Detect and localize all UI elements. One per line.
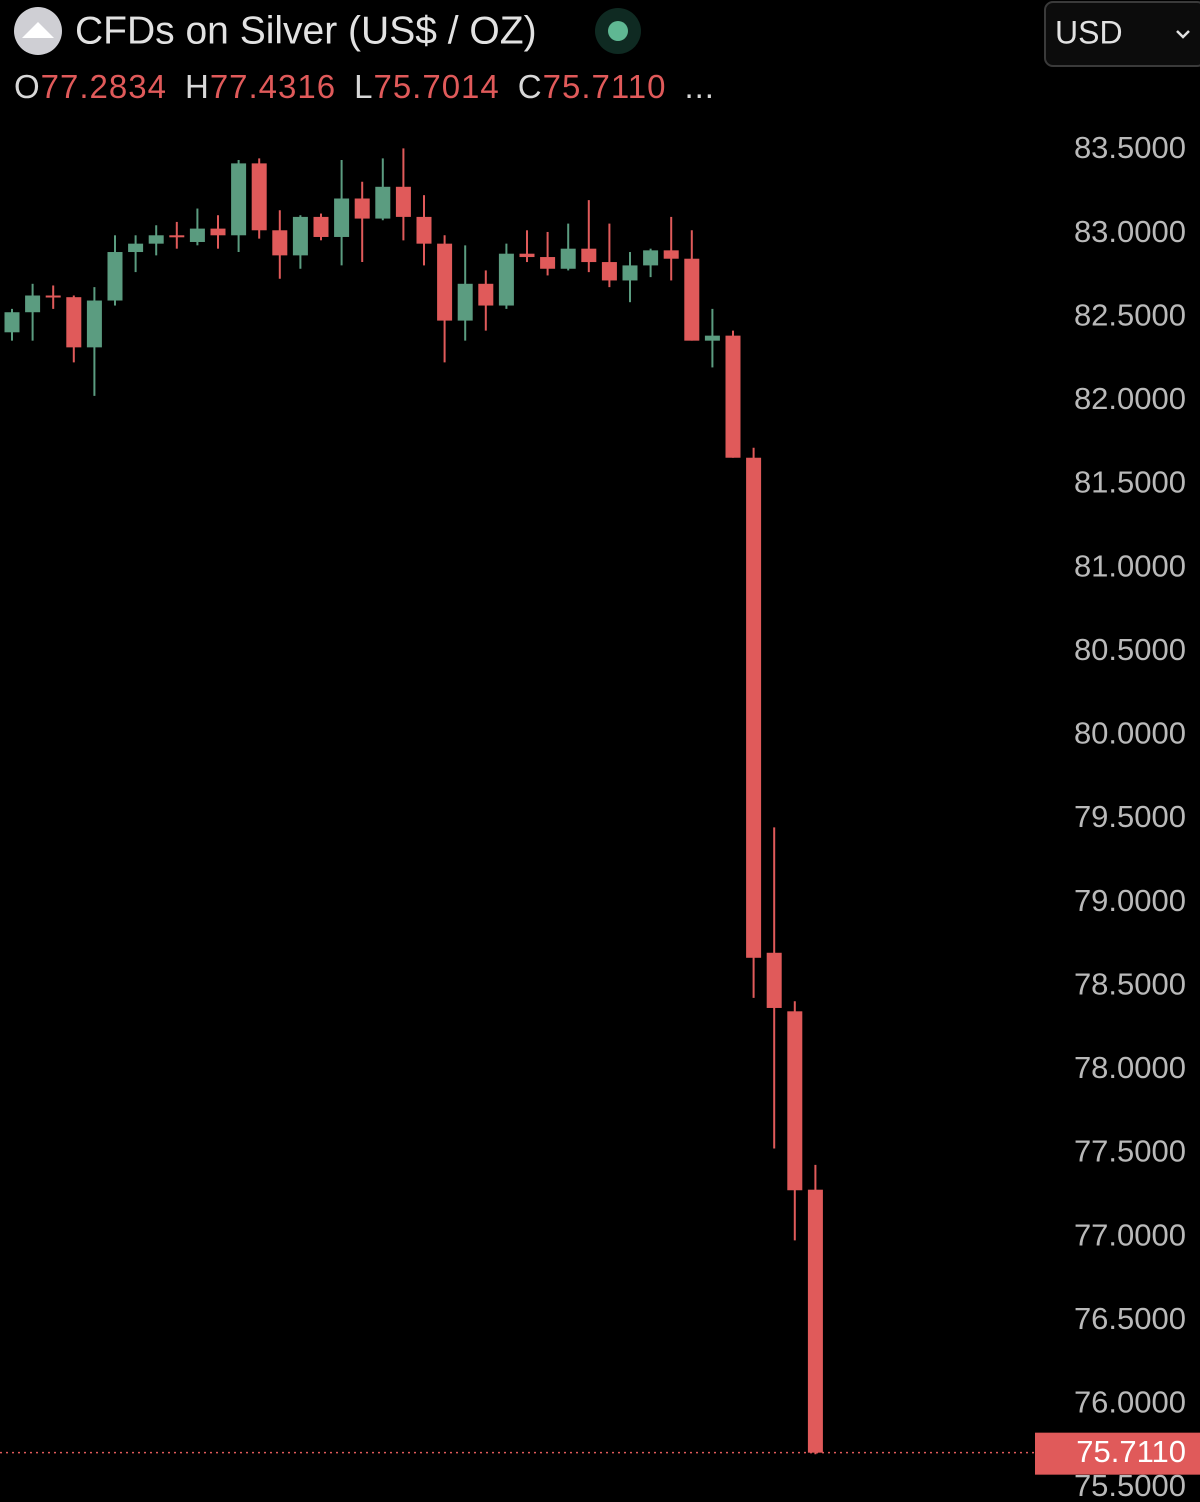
last-price-box xyxy=(1035,1432,1200,1475)
status-dot xyxy=(608,21,628,41)
candle-body xyxy=(519,253,535,258)
y-tick-label: 79.0000 xyxy=(1074,883,1186,918)
candle-body xyxy=(807,1189,823,1453)
y-tick-label: 82.5000 xyxy=(1074,297,1186,332)
candle-body xyxy=(498,253,514,306)
ohlc-value: 75.7110 xyxy=(542,68,667,105)
y-tick-label: 83.5000 xyxy=(1074,130,1186,165)
ohlc-key: C xyxy=(517,68,543,105)
candle-body xyxy=(457,283,473,321)
chart-title: CFDs on Silver (US$ / OZ) xyxy=(75,9,537,52)
candle-body xyxy=(107,252,123,301)
ohlc-value: 77.2834 xyxy=(40,68,167,105)
y-tick-label: 78.5000 xyxy=(1074,966,1186,1001)
y-tick-label: 76.5000 xyxy=(1074,1301,1186,1336)
candle-body xyxy=(478,283,494,306)
candle-body xyxy=(4,312,20,333)
ohlc-value: 77.4316 xyxy=(209,68,337,105)
candle-body xyxy=(25,295,41,313)
currency-dropdown[interactable] xyxy=(1044,1,1200,67)
last-price-label: 75.7110 xyxy=(1076,1434,1186,1469)
candle-body xyxy=(437,243,453,321)
candle-body xyxy=(148,235,164,244)
candle-body xyxy=(251,163,267,231)
y-tick-label: 83.0000 xyxy=(1074,214,1186,249)
y-tick-label: 77.0000 xyxy=(1074,1217,1186,1252)
y-tick-label: 79.5000 xyxy=(1074,799,1186,834)
ohlc-key: H xyxy=(184,68,210,105)
candle-body xyxy=(787,1011,803,1191)
candle-body xyxy=(375,186,391,219)
candle-body xyxy=(292,216,308,256)
candle-body xyxy=(746,457,762,958)
candle-body xyxy=(643,250,659,266)
candle-body xyxy=(210,228,226,236)
candle-body xyxy=(601,262,617,281)
candle-body xyxy=(766,952,782,1008)
candle-body xyxy=(128,243,144,253)
y-tick-label: 80.0000 xyxy=(1074,716,1186,751)
y-tick-label: 77.5000 xyxy=(1074,1134,1186,1169)
ohlc-value: 75.7014 xyxy=(373,68,500,105)
candle-body xyxy=(169,235,185,238)
currency-label: USD xyxy=(1055,14,1123,50)
candle-body xyxy=(560,248,576,269)
y-tick-label: 81.0000 xyxy=(1074,548,1186,583)
candle-body xyxy=(272,230,288,256)
candle-body xyxy=(66,297,82,348)
candle-body xyxy=(395,186,411,217)
candle-body xyxy=(663,250,679,259)
candle-body xyxy=(231,163,247,236)
candle-body xyxy=(704,335,720,341)
candle-body xyxy=(189,228,205,242)
candle-body xyxy=(313,216,329,237)
candle-body xyxy=(416,216,432,244)
candle-body xyxy=(622,265,638,281)
logo-glyph xyxy=(22,22,54,38)
dropdown-chevron xyxy=(1176,30,1190,39)
candle-body xyxy=(354,198,370,219)
candle-body xyxy=(540,257,556,269)
candle-body xyxy=(45,295,61,298)
y-tick-label: 82.0000 xyxy=(1074,381,1186,416)
ohlc-key: L xyxy=(354,68,374,105)
y-tick-label: 81.5000 xyxy=(1074,465,1186,500)
candle-body xyxy=(86,300,102,348)
candle-body xyxy=(334,198,350,237)
y-tick-label: 80.5000 xyxy=(1074,632,1186,667)
y-tick-label: 78.0000 xyxy=(1074,1050,1186,1085)
ohlc-row: O77.2834 H77.4316 L75.7014 C75.7110... xyxy=(14,68,715,106)
ohlc-more: ... xyxy=(684,68,715,105)
y-tick-label: 76.0000 xyxy=(1074,1385,1186,1420)
candle-body xyxy=(581,248,597,263)
ohlc-key: O xyxy=(14,68,41,105)
candle-body xyxy=(684,258,700,341)
candle-body xyxy=(725,335,741,458)
